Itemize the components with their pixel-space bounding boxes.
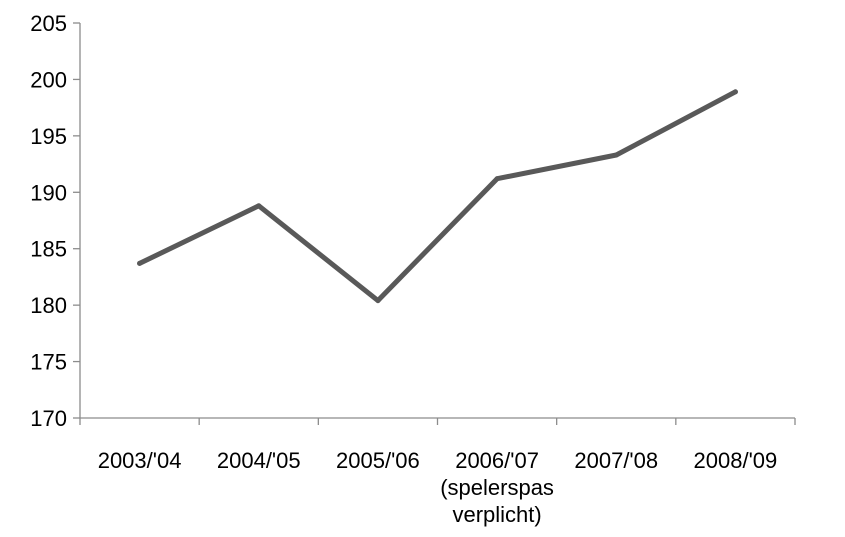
x-tick-label-line: 2006/'07 (455, 448, 539, 473)
data-point (256, 203, 262, 209)
x-tick-label: 2004/'05 (217, 448, 301, 473)
y-tick-label: 185 (30, 237, 67, 262)
x-tick-label-line: 2008/'09 (694, 448, 778, 473)
data-point (137, 260, 143, 266)
y-tick-label: 195 (30, 124, 67, 149)
x-tick-label-line: verplicht) (452, 502, 541, 527)
x-tick-label: 2003/'04 (98, 448, 182, 473)
y-tick-label: 170 (30, 406, 67, 431)
x-tick-label: 2006/'07 (spelerspas verplicht) (440, 448, 554, 527)
x-tick-label: 2008/'09 (694, 448, 778, 473)
y-axis: 170 175 180 185 190 195 200 205 (30, 11, 81, 431)
y-tick-label: 200 (30, 67, 67, 92)
x-tick-label: 2007/'08 (574, 448, 658, 473)
data-point (494, 176, 500, 182)
x-tick-label-line: 2005/'06 (336, 448, 420, 473)
x-tick-label-line: (spelerspas (440, 475, 554, 500)
data-point (732, 89, 738, 95)
y-tick-label: 190 (30, 180, 67, 205)
x-tick-label-line: 2004/'05 (217, 448, 301, 473)
y-tick-label: 180 (30, 293, 67, 318)
series-layer (137, 89, 738, 304)
x-tick-label-line: 2007/'08 (574, 448, 658, 473)
data-point (613, 152, 619, 158)
y-tick-label: 175 (30, 350, 67, 375)
x-axis: 2003/'04 2004/'05 2005/'06 2006/'07 (spelers… (79, 417, 796, 527)
x-tick-label-line: 2003/'04 (98, 448, 182, 473)
y-tick-label: 205 (30, 11, 67, 36)
x-tick-label: 2005/'06 (336, 448, 420, 473)
data-point (375, 298, 381, 304)
series-line-0 (137, 89, 738, 304)
